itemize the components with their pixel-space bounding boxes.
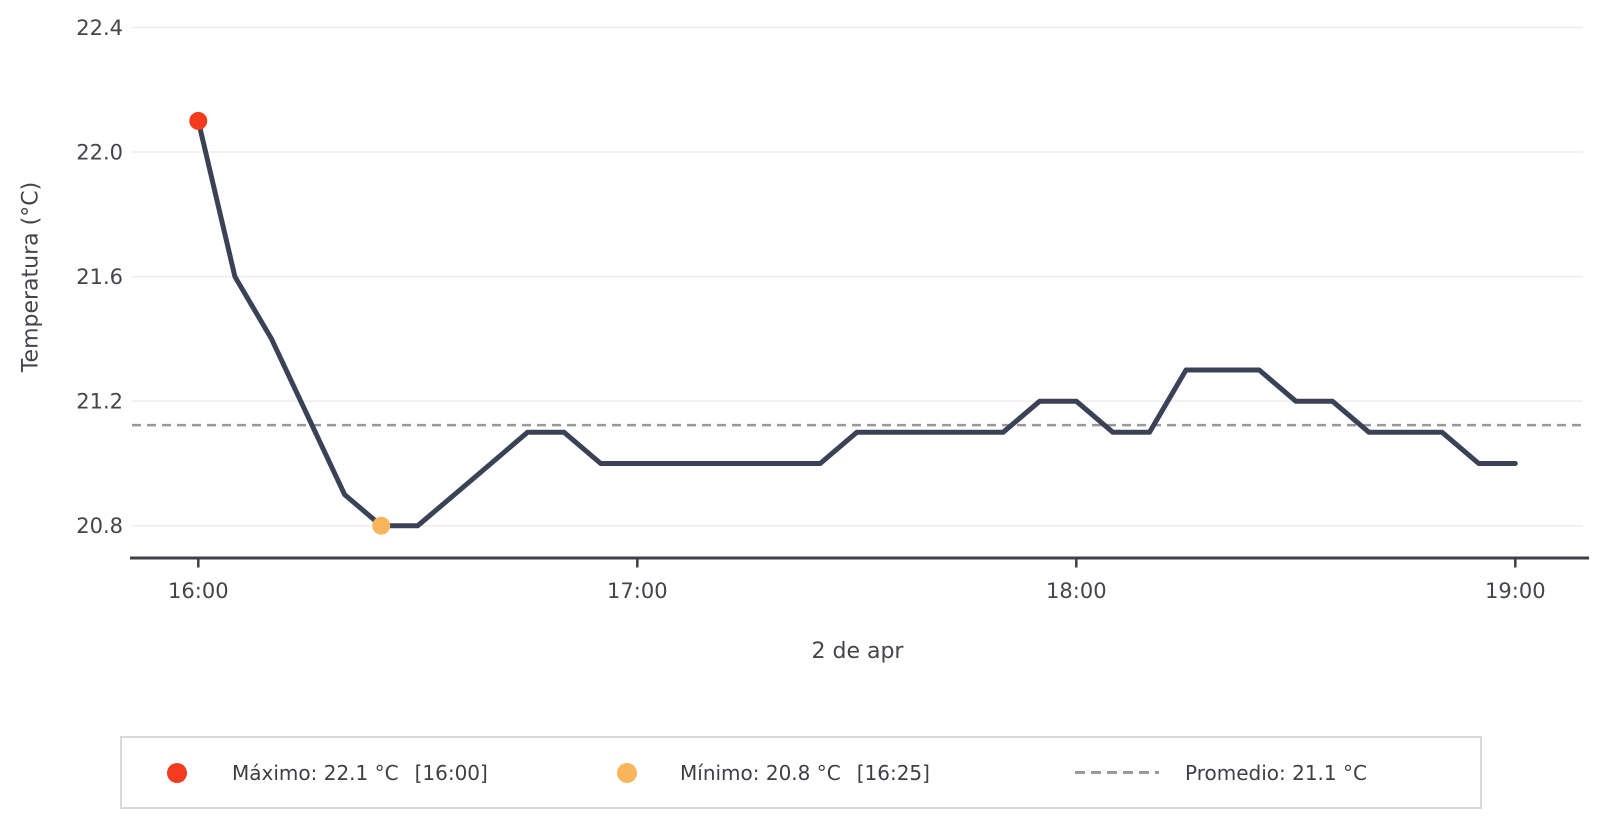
x-tick-label: 19:00 — [1485, 579, 1546, 603]
legend-time-minimo: [16:25] — [856, 760, 930, 785]
y-tick-label: 22.0 — [76, 141, 123, 165]
y-tick-label: 22.4 — [76, 16, 123, 40]
y-tick-label: 21.6 — [76, 265, 123, 289]
temperature-line — [195, 118, 1518, 529]
max-point-marker — [189, 111, 208, 130]
x-tick-label: 16:00 — [168, 579, 229, 603]
x-tick-label: 17:00 — [607, 579, 668, 603]
y-tick-label: 20.8 — [76, 514, 123, 538]
legend-time-maximo: [16:00] — [414, 760, 488, 785]
legend: Máximo: 22.1 °C [16:00] Mínimo: 20.8 °C … — [120, 736, 1482, 809]
legend-label-minimo: Mínimo: 20.8 °C — [680, 760, 841, 785]
x-tick-label: 18:00 — [1046, 579, 1107, 603]
legend-label-promedio: Promedio: 21.1 °C — [1185, 760, 1367, 785]
promedio-dash-icon — [1075, 771, 1159, 774]
x-axis-title: 2 de apr — [812, 639, 905, 664]
legend-item-maximo: Máximo: 22.1 °C [16:00] — [167, 738, 488, 807]
legend-item-promedio: Promedio: 21.1 °C — [1075, 738, 1367, 807]
min-marker-icon — [617, 762, 637, 783]
max-marker-icon — [167, 762, 187, 783]
y-tick-label: 21.2 — [76, 390, 123, 414]
legend-label-maximo: Máximo: 22.1 °C — [232, 760, 399, 785]
min-point-marker — [372, 516, 391, 535]
legend-item-minimo: Mínimo: 20.8 °C [16:25] — [617, 738, 930, 807]
